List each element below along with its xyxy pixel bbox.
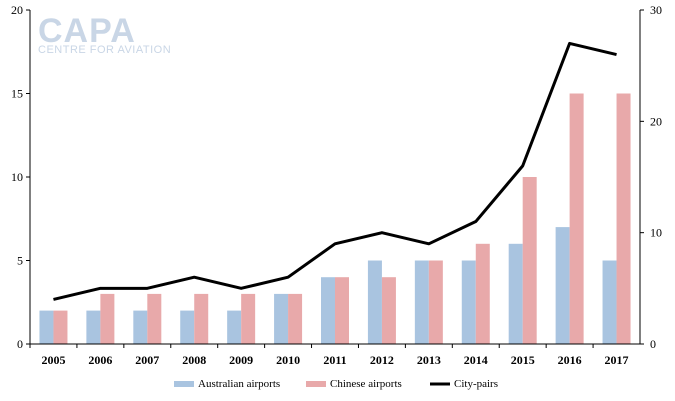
bar-chinese-2014	[475, 243, 490, 344]
bar-chinese-2009	[241, 293, 256, 344]
bar-australian-2010	[274, 293, 289, 344]
bar-australian-2007	[133, 310, 148, 344]
left-tick-label-10: 10	[11, 170, 23, 184]
bar-australian-2016	[555, 227, 570, 344]
bar-australian-2017	[602, 260, 617, 344]
x-tick-label-2017: 2017	[605, 353, 629, 367]
bar-chinese-2007	[147, 293, 162, 344]
bar-australian-2012	[367, 260, 382, 344]
bar-australian-2013	[414, 260, 429, 344]
plot-area: 0 5 10 15 20 0 10 20 30 2005 2006 2007 2008 2009 2010 2…	[11, 3, 662, 367]
legend-label-chinese: Chinese airports	[330, 378, 402, 390]
bar-chinese-2005	[53, 310, 68, 344]
x-tick-label-2011: 2011	[323, 353, 346, 367]
x-tick-label-2016: 2016	[558, 353, 582, 367]
bar-chinese-2016	[569, 93, 584, 344]
bar-australian-2011	[321, 277, 335, 344]
x-tick-label-2007: 2007	[135, 353, 159, 367]
x-tick-label-2015: 2015	[511, 353, 535, 367]
bar-chinese-2008	[194, 293, 209, 344]
x-tick-label-2014: 2014	[464, 353, 488, 367]
legend: Australian airports Chinese airports City-…	[174, 378, 498, 390]
x-tick-label-2006: 2006	[88, 353, 112, 367]
capa-logo: CAPA CENTRE FOR AVIATION	[38, 12, 171, 56]
bar-chinese-2006	[100, 293, 115, 344]
right-tick-label-30: 30	[650, 3, 662, 17]
bar-chinese-2017	[616, 93, 631, 344]
bar-australian-2006	[86, 310, 101, 344]
right-tick-label-0: 0	[650, 337, 656, 351]
logo-text: CAPA	[38, 12, 136, 50]
legend-label-australian: Australian airports	[198, 378, 280, 390]
bar-chinese-2013	[428, 260, 443, 344]
bar-australian-2005	[39, 310, 54, 344]
x-tick-label-2012: 2012	[370, 353, 394, 367]
legend-swatch-chinese	[306, 381, 326, 387]
x-tick-label-2013: 2013	[417, 353, 441, 367]
bar-chinese-2012	[381, 277, 396, 344]
bar-chinese-2015	[522, 177, 537, 344]
right-tick-label-10: 10	[650, 226, 662, 240]
left-tick-label-5: 5	[17, 254, 23, 268]
legend-swatch-australian	[174, 381, 194, 387]
bar-australian-2008	[180, 310, 195, 344]
left-tick-label-20: 20	[11, 3, 23, 17]
x-tick-label-2005: 2005	[41, 353, 65, 367]
left-tick-label-0: 0	[17, 337, 23, 351]
right-tick-label-20: 20	[650, 114, 662, 128]
x-tick-label-2008: 2008	[182, 353, 206, 367]
logo-subtext: CENTRE FOR AVIATION	[38, 44, 171, 56]
left-tick-label-15: 15	[11, 87, 23, 101]
bar-australian-2015	[508, 243, 523, 344]
bar-australian-2009	[227, 310, 242, 344]
x-tick-label-2010: 2010	[276, 353, 300, 367]
bar-australian-2014	[461, 260, 476, 344]
bar-chinese-2011	[335, 277, 349, 344]
bar-chinese-2010	[288, 293, 303, 344]
x-tick-label-2009: 2009	[229, 353, 253, 367]
legend-label-city-pairs: City-pairs	[454, 378, 498, 390]
